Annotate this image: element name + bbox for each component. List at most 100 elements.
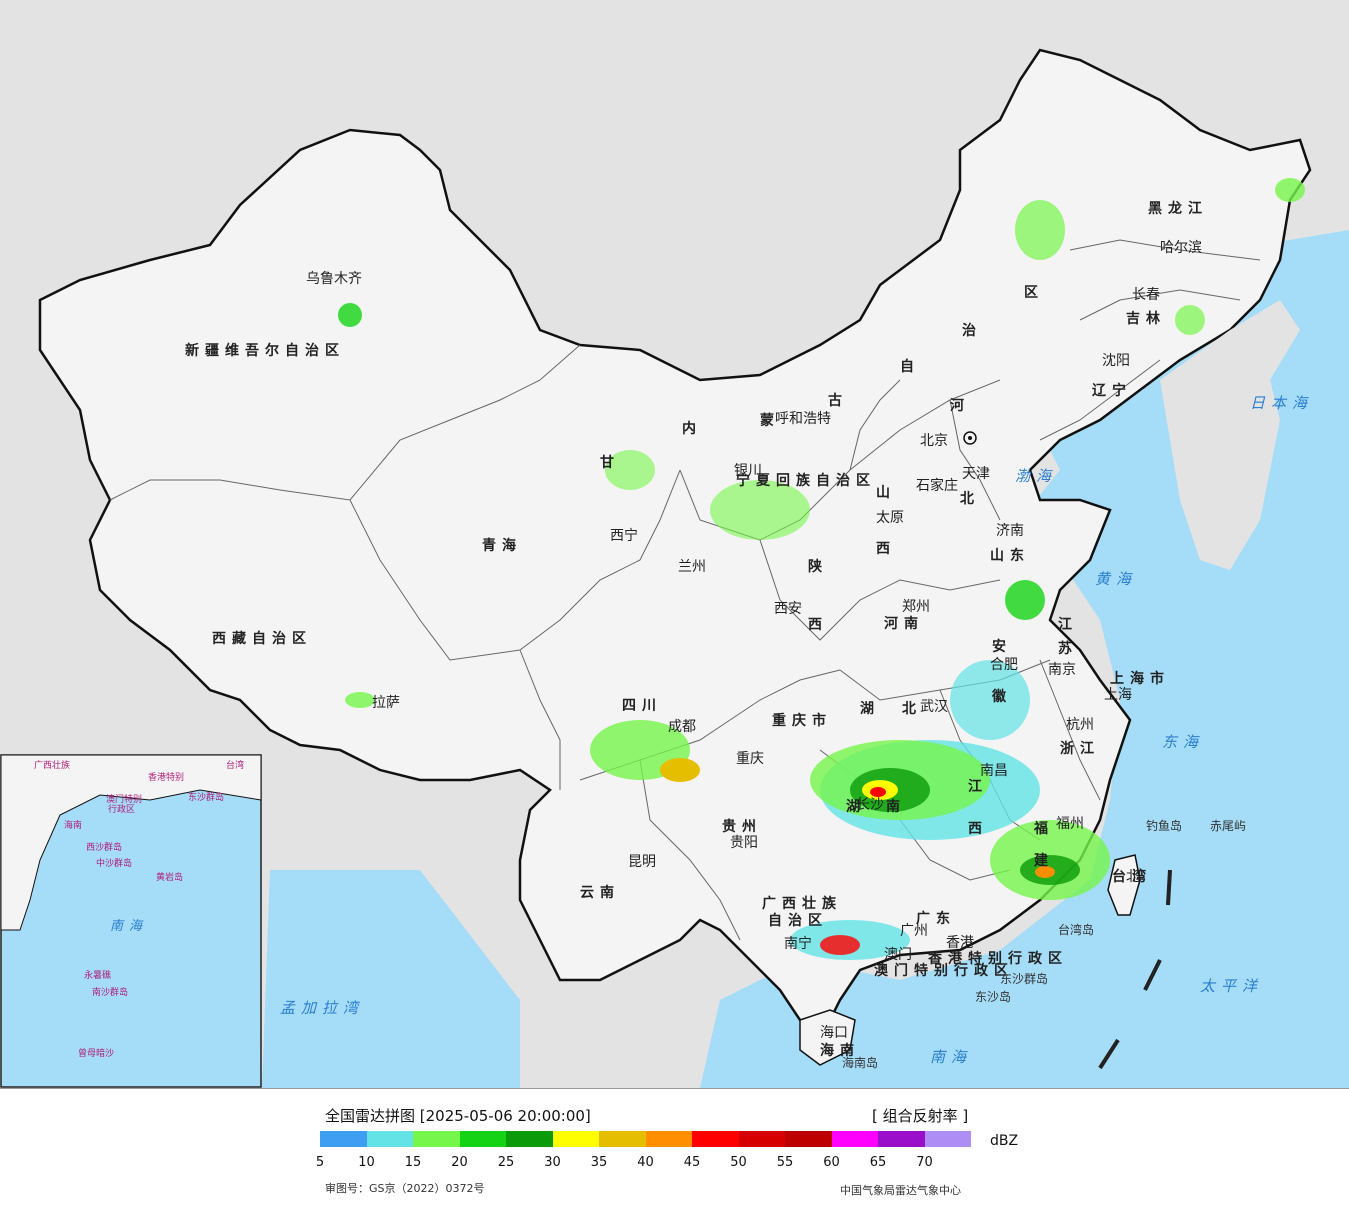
legend-panel <box>0 1088 1349 1209</box>
city-label: 沈阳 <box>1102 353 1130 369</box>
city-label: 合肥 <box>990 657 1018 673</box>
province-label: 福 <box>1034 821 1054 837</box>
city-label: 兰州 <box>678 559 706 575</box>
capital-marker <box>963 431 977 445</box>
province-label: 北 <box>960 491 980 507</box>
color-swatch <box>785 1131 832 1147</box>
scale-tick-label: 70 <box>916 1155 933 1170</box>
sea-label: 南海 <box>930 1048 973 1066</box>
city-label: 重庆 <box>736 751 764 767</box>
scale-tick-label: 50 <box>730 1155 747 1170</box>
city-label: 郑州 <box>902 599 930 615</box>
scale-tick-label: 30 <box>544 1155 561 1170</box>
city-label: 哈尔滨 <box>1160 240 1202 256</box>
province-label: 南 <box>886 799 906 815</box>
color-swatch <box>738 1131 785 1147</box>
inset-label: 台湾 <box>226 761 245 771</box>
scale-tick-label: 60 <box>823 1155 840 1170</box>
province-label: 广东 <box>916 911 956 927</box>
province-label: 吉林 <box>1126 311 1166 327</box>
city-label: 贵阳 <box>730 835 758 851</box>
island-label: 海南岛 <box>842 1056 879 1070</box>
city-label: 北京 <box>920 433 948 449</box>
province-label: 西 <box>876 541 896 557</box>
island-label: 台湾岛 <box>1058 923 1095 937</box>
color-swatch <box>366 1131 413 1147</box>
province-label: 苏 <box>1058 641 1078 657</box>
city-label: 南昌 <box>980 763 1008 779</box>
province-label: 徽 <box>992 689 1012 705</box>
city-label: 昆明 <box>628 854 656 870</box>
province-label: 香港特别行政区 <box>928 951 1068 967</box>
scale-tick-label: 10 <box>358 1155 375 1170</box>
color-swatch <box>924 1131 971 1147</box>
island-label: 钓鱼岛 <box>1146 819 1183 833</box>
province-label: 海南 <box>820 1043 860 1059</box>
legend-unit: dBZ <box>990 1133 1019 1149</box>
province-label: 河南 <box>884 616 924 632</box>
province-label: 河 <box>950 398 970 414</box>
province-label: 北 <box>902 701 922 717</box>
province-label: 重庆市 <box>772 713 832 729</box>
inset-sea-label: 南海 <box>110 919 149 934</box>
inset-label: 黄岩岛 <box>156 873 184 883</box>
province-label: 山东 <box>990 548 1030 564</box>
island-label: 东沙群岛 <box>1000 972 1049 986</box>
province-label: 安 <box>992 639 1012 655</box>
inset-label: 永暑礁 <box>84 971 112 981</box>
province-label: 治 <box>962 323 982 339</box>
inset-label: 西沙群岛 <box>86 843 123 853</box>
city-label: 澳门 <box>884 947 912 963</box>
city-label: 长春 <box>1132 287 1160 303</box>
province-label: 新疆维吾尔自治区 <box>185 343 345 359</box>
city-label: 太原 <box>876 510 904 526</box>
color-swatch <box>645 1131 692 1147</box>
province-label: 内 <box>682 421 702 437</box>
city-label: 广州 <box>900 923 928 939</box>
inset-label: 海南 <box>64 821 83 831</box>
sea-label: 黄海 <box>1095 570 1138 588</box>
city-label: 西宁 <box>610 528 638 544</box>
province-label: 辽宁 <box>1092 383 1132 399</box>
province-label: 甘 <box>600 455 620 471</box>
province-label: 江 <box>968 779 988 795</box>
city-label: 上海 <box>1104 687 1132 703</box>
scale-tick-label: 15 <box>404 1155 422 1170</box>
color-swatch <box>878 1131 925 1147</box>
city-label: 香港 <box>946 935 974 951</box>
scale-tick-label: 65 <box>869 1155 887 1170</box>
inset-label: 澳门特别 <box>106 795 143 805</box>
city-label: 福州 <box>1056 816 1084 832</box>
city-label: 海口 <box>820 1025 848 1041</box>
province-label: 宁夏回族自治区 <box>736 473 876 489</box>
scale-tick-label: 45 <box>683 1155 701 1170</box>
province-label: 青海 <box>482 538 522 554</box>
sea-label: 东海 <box>1162 733 1205 751</box>
inset-label: 广西壮族 <box>34 761 71 771</box>
province-label: 自治区 <box>768 913 828 929</box>
province-label: 澳门特别行政区 <box>874 963 1014 979</box>
city-label: 西安 <box>774 601 802 617</box>
legend-product: [ 组合反射率 ] <box>872 1107 969 1125</box>
city-label: 石家庄 <box>916 478 958 494</box>
inset-label: 香港特别 <box>148 773 185 783</box>
scale-tick-label: 25 <box>497 1155 515 1170</box>
province-label: 西 <box>808 617 828 633</box>
province-label: 浙江 <box>1060 741 1100 757</box>
color-swatch <box>320 1131 367 1147</box>
scale-tick-label: 5 <box>315 1155 325 1170</box>
province-label: 蒙 <box>760 413 780 429</box>
city-label: 南宁 <box>784 936 812 952</box>
color-swatch <box>459 1131 506 1147</box>
province-label: 湖 <box>860 701 880 717</box>
scale-tick-label: 55 <box>776 1155 794 1170</box>
inset-label: 曾母暗沙 <box>78 1049 115 1059</box>
city-label: 济南 <box>996 523 1024 539</box>
province-label: 黑龙江 <box>1148 201 1208 217</box>
province-label: 陕 <box>808 559 828 575</box>
island-label: 赤尾屿 <box>1210 819 1247 833</box>
city-label: 杭州 <box>1066 717 1094 733</box>
scale-tick-label: 40 <box>637 1155 654 1170</box>
province-label: 贵州 <box>722 819 762 835</box>
color-swatch <box>506 1131 553 1147</box>
